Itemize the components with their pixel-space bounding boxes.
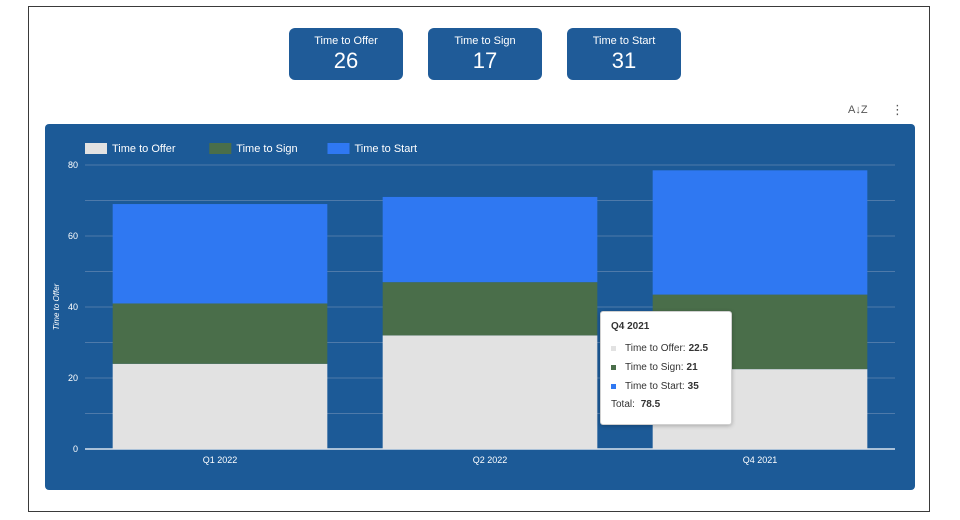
x-tick-label: Q4 2021 (743, 455, 778, 465)
x-tick-label: Q1 2022 (203, 455, 238, 465)
y-tick-label: 40 (68, 302, 78, 312)
scorecard-time-to-sign[interactable]: Time to Sign 17 (428, 28, 542, 80)
tooltip-swatch (611, 384, 616, 389)
chart-legend: Time to Offer Time to Sign Time to Start (85, 143, 417, 155)
scorecard-label: Time to Start (592, 35, 656, 47)
y-tick-label: 60 (68, 231, 78, 241)
tooltip-title: Q4 2021 (611, 321, 650, 332)
tooltip-row-value: 35 (687, 381, 699, 392)
legend-swatch[interactable] (85, 143, 107, 154)
bar-segment[interactable] (382, 335, 598, 449)
sort-icon[interactable]: A↓Z (848, 104, 868, 116)
bar-segment[interactable] (652, 170, 868, 295)
legend-swatch[interactable] (327, 143, 350, 154)
chart-axes: 0 20 40 60 80 Time to Offer Q1 2022 Q2 2022 Q4 2… (52, 160, 777, 465)
bar-segment[interactable] (112, 363, 328, 449)
y-axis-title: Time to Offer (52, 283, 61, 330)
bar-segment[interactable] (382, 196, 598, 283)
legend-swatch[interactable] (209, 143, 232, 154)
tooltip-row-time-to-sign: Time to Sign: 21 (611, 361, 721, 374)
scorecard-label: Time to Sign (454, 35, 516, 47)
legend-label[interactable]: Time to Sign (236, 143, 297, 155)
scorecard-time-to-start[interactable]: Time to Start 31 (567, 28, 681, 80)
y-tick-label: 0 (73, 444, 78, 454)
stacked-bar-chart-card: 0 20 40 60 80 Time to Offer Q1 2022 Q2 2022 Q4 2… (45, 124, 915, 490)
tooltip-row-label: Time to Start: (625, 381, 685, 392)
tooltip-total: Total: 78.5 (611, 399, 721, 410)
y-tick-label: 20 (68, 373, 78, 383)
more-options-icon[interactable]: ⋮ (891, 102, 904, 117)
legend-label[interactable]: Time to Offer (112, 143, 176, 155)
tooltip-row-label: Time to Offer: (625, 343, 686, 354)
bar-segment[interactable] (382, 282, 598, 336)
tooltip-row-label: Time to Sign: (625, 362, 684, 373)
tooltip-row-value: 22.5 (688, 343, 709, 354)
tooltip-row-value: 21 (686, 362, 698, 373)
stacked-bar-chart: 0 20 40 60 80 Time to Offer Q1 2022 Q2 2022 Q4 2… (52, 143, 895, 465)
scorecard-label: Time to Offer (314, 35, 378, 47)
x-tick-label: Q2 2022 (473, 455, 508, 465)
tooltip-total-label: Total: (611, 399, 635, 410)
tooltip-swatch (611, 346, 616, 351)
chart-bars (112, 170, 868, 449)
legend-label[interactable]: Time to Start (355, 143, 418, 155)
tooltip-row-time-to-offer: Time to Offer: 22.5 (611, 342, 721, 355)
scorecard-time-to-offer[interactable]: Time to Offer 26 (289, 28, 403, 80)
tooltip-row-time-to-start: Time to Start: 35 (611, 380, 721, 393)
bar-segment[interactable] (112, 303, 328, 364)
scorecard-value: 31 (611, 48, 637, 73)
tooltip-swatch (611, 365, 616, 370)
y-tick-label: 80 (68, 160, 78, 170)
scorecard-value: 26 (333, 48, 359, 73)
bar-segment[interactable] (112, 204, 328, 304)
scorecard-value: 17 (472, 48, 498, 73)
chart-tooltip: Q4 2021 Time to Offer: 22.5 Time to Sign… (600, 311, 732, 425)
tooltip-total-value: 78.5 (640, 399, 661, 410)
